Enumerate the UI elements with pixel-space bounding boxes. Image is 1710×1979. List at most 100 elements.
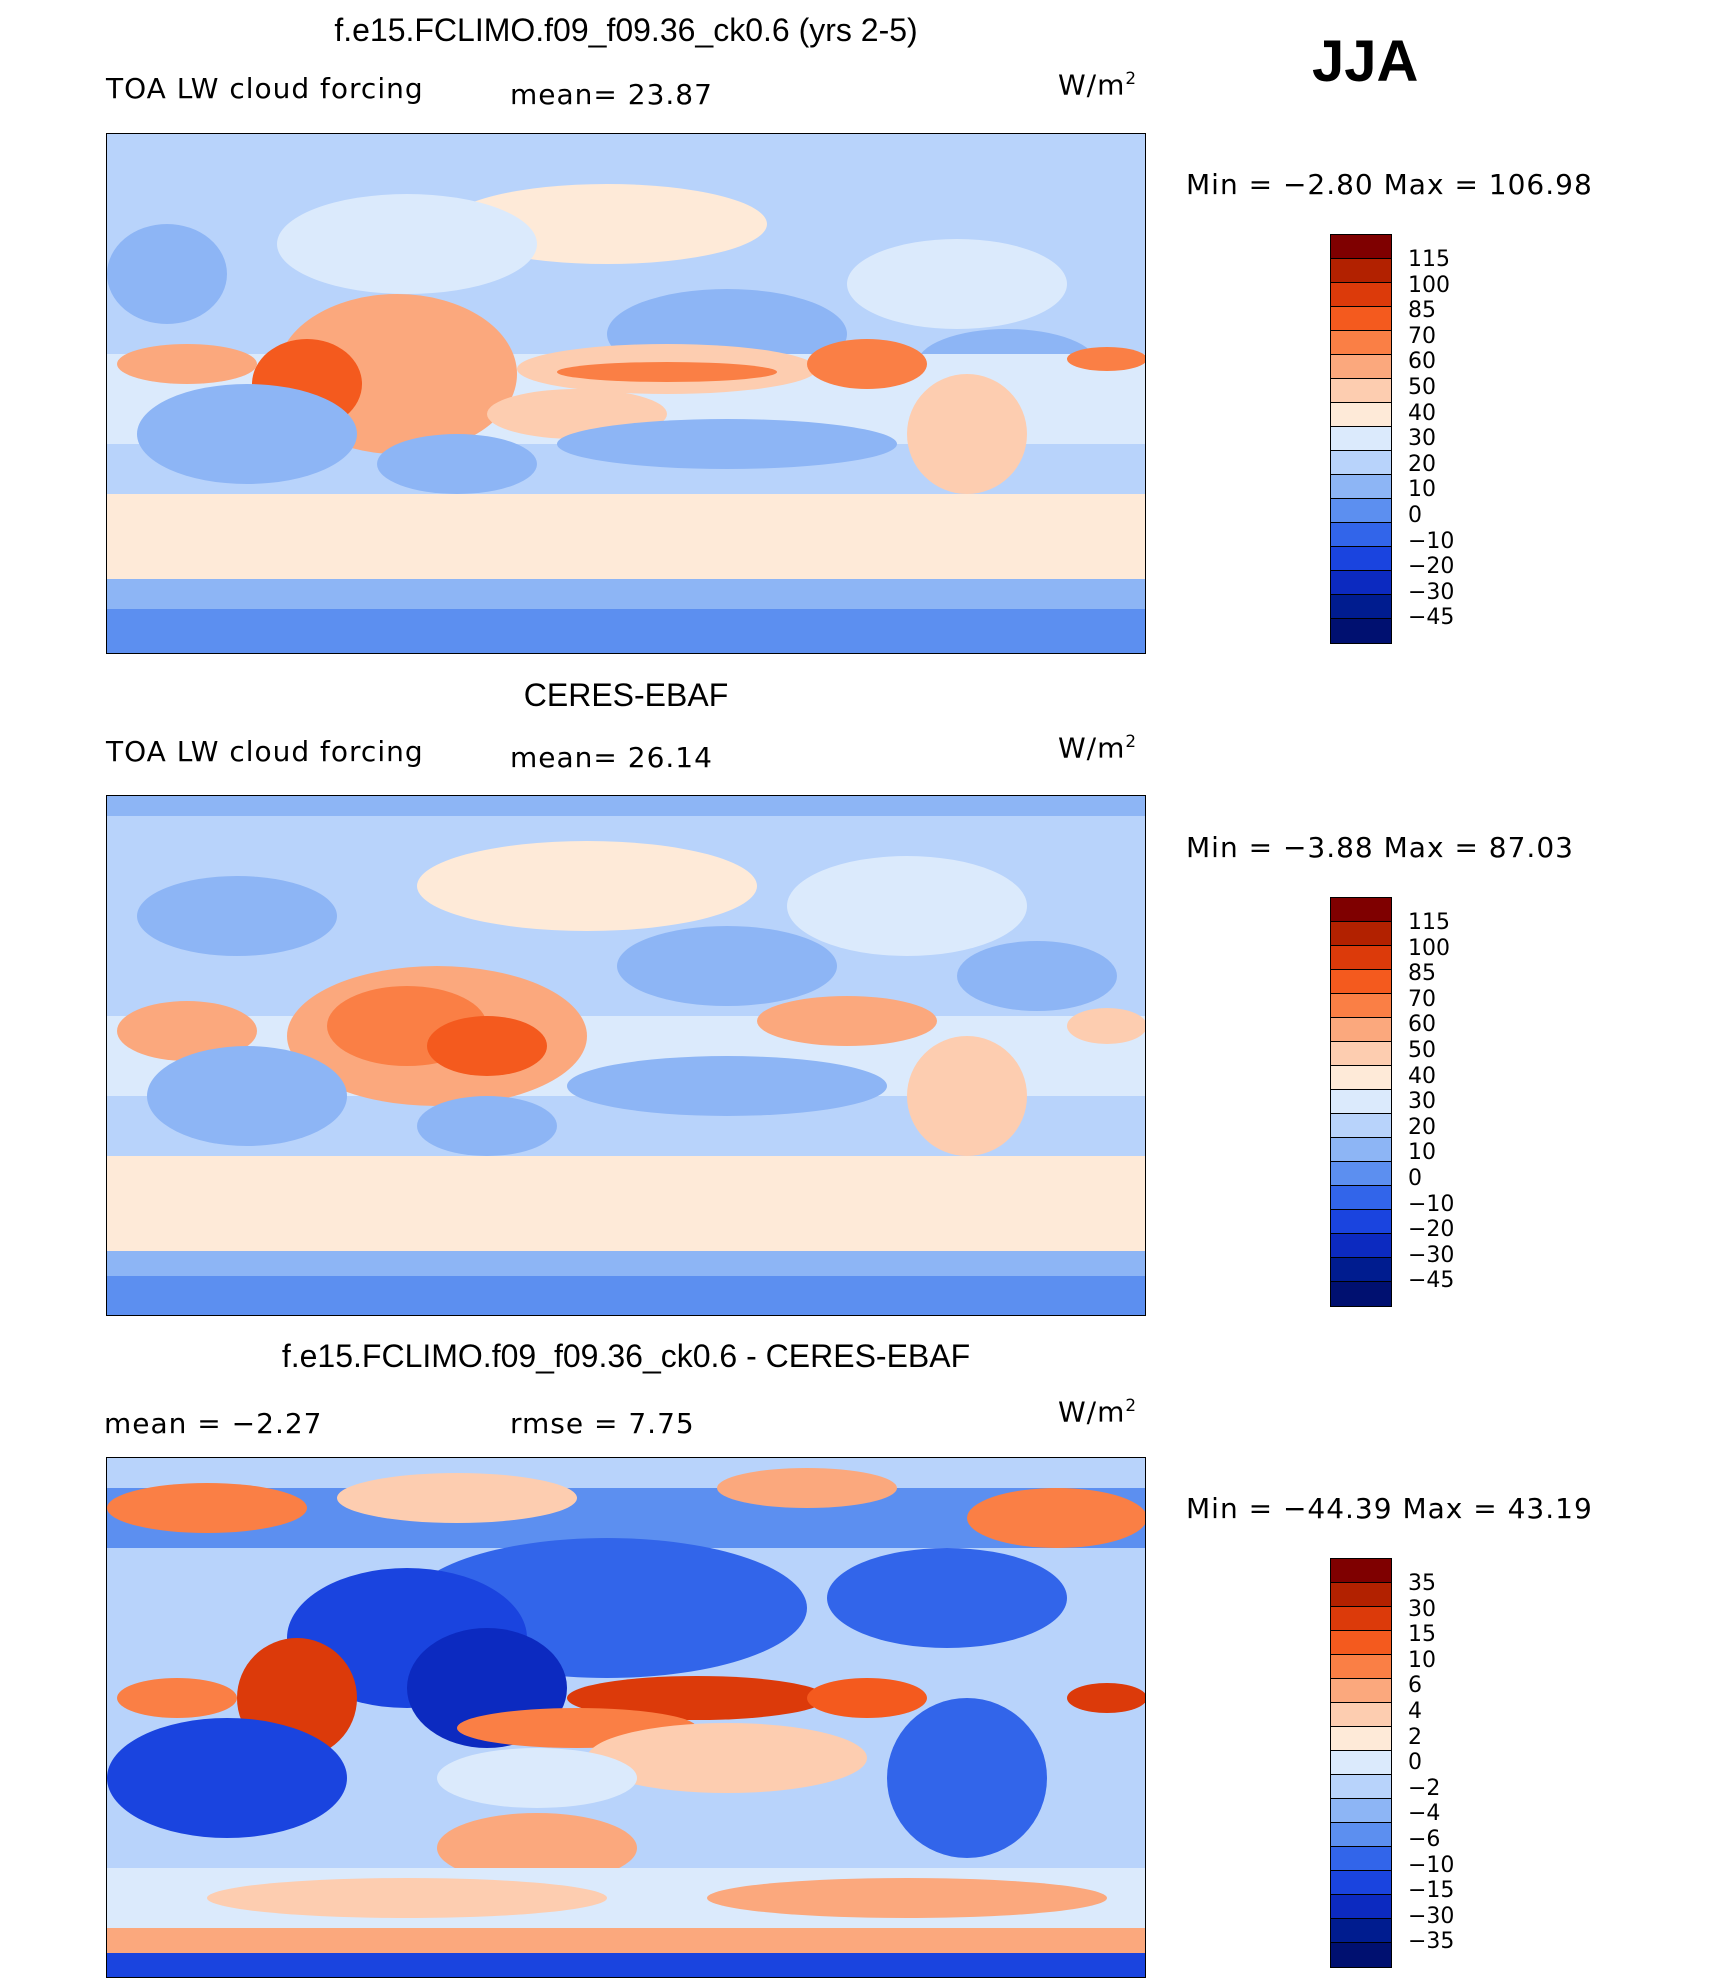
panel-1-minmax-text: Min = −2.80 Max = 106.98 xyxy=(1186,168,1593,201)
colorbar-swatch xyxy=(1331,475,1391,499)
colorbar-swatch xyxy=(1331,523,1391,547)
colorbar-swatch xyxy=(1331,403,1391,427)
colorbar-tick-label: −4 xyxy=(1408,1801,1441,1827)
colorbar-tick-label: 10 xyxy=(1408,1140,1436,1166)
colorbar-tick-label: 85 xyxy=(1408,298,1436,324)
panel-1-colorbar-ticks: 115 100 85 70 60 50 40 30 20 10 0 −10 −20 −30 −45 xyxy=(1408,247,1454,631)
colorbar-swatch xyxy=(1331,331,1391,355)
colorbar-swatch xyxy=(1331,451,1391,475)
panel-3-mean-label: mean = −2.27 xyxy=(104,1407,323,1440)
colorbar-tick-label: 20 xyxy=(1408,451,1436,477)
colorbar-swatch xyxy=(1331,283,1391,307)
colorbar-swatch xyxy=(1331,259,1391,283)
colorbar-swatch xyxy=(1331,946,1391,970)
colorbar-swatch xyxy=(1331,547,1391,571)
colorbar-tick-label: 35 xyxy=(1408,1571,1436,1596)
colorbar-swatch xyxy=(1331,1162,1391,1186)
panel-3-title: f.e15.FCLIMO.f09_f09.36_ck0.6 - CERES-EB… xyxy=(281,1338,971,1374)
colorbar-swatch xyxy=(1331,1042,1391,1066)
colorbar-swatch xyxy=(1331,994,1391,1018)
colorbar-swatch xyxy=(1331,1631,1391,1655)
colorbar-tick-label: 100 xyxy=(1408,935,1450,961)
colorbar-tick-label: 30 xyxy=(1408,1089,1436,1115)
colorbar-tick-label: 0 xyxy=(1408,1750,1422,1776)
panel-2-minmax-text: Min = −3.88 Max = 87.03 xyxy=(1186,831,1574,864)
colorbar-swatch xyxy=(1331,1703,1391,1727)
panel-2-colorbar xyxy=(1330,897,1392,1307)
panel-1-colorbar xyxy=(1330,234,1392,644)
colorbar-swatch xyxy=(1331,427,1391,451)
colorbar-tick-label: −2 xyxy=(1408,1775,1441,1801)
panel-1-variable-label: TOA LW cloud forcing xyxy=(106,72,424,105)
panel-1-map xyxy=(106,133,1146,654)
colorbar-tick-label: 15 xyxy=(1408,1622,1436,1648)
colorbar-swatch xyxy=(1331,1823,1391,1847)
colorbar-tick-label: −45 xyxy=(1408,1268,1455,1294)
colorbar-tick-label: 50 xyxy=(1408,1037,1436,1063)
panel-2-colorbar-ticks: 115 100 85 70 60 50 40 30 20 10 0 −10 −20 −30 −45 xyxy=(1408,910,1454,1294)
colorbar-swatch xyxy=(1331,898,1391,922)
colorbar-swatch xyxy=(1331,1607,1391,1631)
colorbar-tick-label: 6 xyxy=(1408,1673,1422,1699)
colorbar-swatch xyxy=(1331,355,1391,379)
colorbar-swatch xyxy=(1331,1090,1391,1114)
colorbar-tick-label: 30 xyxy=(1408,426,1436,452)
panel-3-minmax: Min = −44.39 Max = 43.19 xyxy=(1186,1492,1593,1525)
colorbar-tick-label: −6 xyxy=(1408,1826,1441,1852)
colorbar-swatch xyxy=(1331,970,1391,994)
colorbar-tick-label: 0 xyxy=(1408,1165,1422,1191)
colorbar-swatch xyxy=(1331,1258,1391,1282)
colorbar-tick-label: −15 xyxy=(1408,1878,1455,1904)
colorbar-tick-label: −30 xyxy=(1408,1903,1455,1929)
colorbar-tick-label: 40 xyxy=(1408,1063,1436,1089)
colorbar-tick-label: −10 xyxy=(1408,528,1455,554)
colorbar-swatch xyxy=(1331,1066,1391,1090)
panel-2-title: CERES-EBAF xyxy=(523,677,729,713)
colorbar-swatch xyxy=(1331,1138,1391,1162)
colorbar-swatch xyxy=(1331,1559,1391,1583)
season-label: JJA xyxy=(1312,29,1419,94)
colorbar-swatch xyxy=(1331,235,1391,259)
colorbar-swatch xyxy=(1331,1583,1391,1607)
panel-1-mean-label: mean= 23.87 xyxy=(510,78,713,111)
panel-3-minmax-text: Min = −44.39 Max = 43.19 xyxy=(1186,1492,1593,1525)
colorbar-swatch xyxy=(1331,1775,1391,1799)
colorbar-swatch xyxy=(1331,1114,1391,1138)
colorbar-tick-label: −20 xyxy=(1408,554,1455,580)
colorbar-tick-label: 70 xyxy=(1408,323,1436,349)
colorbar-swatch xyxy=(1331,1919,1391,1943)
panel-3-rmse-label: rmse = 7.75 xyxy=(510,1407,695,1440)
colorbar-swatch xyxy=(1331,1655,1391,1679)
colorbar-swatch xyxy=(1331,922,1391,946)
colorbar-tick-label: 20 xyxy=(1408,1114,1436,1140)
colorbar-swatch xyxy=(1331,1943,1391,1967)
colorbar-tick-label: −35 xyxy=(1408,1929,1455,1955)
colorbar-tick-label: 60 xyxy=(1408,349,1436,375)
colorbar-tick-label: 115 xyxy=(1408,910,1450,935)
colorbar-tick-label: −20 xyxy=(1408,1217,1455,1243)
panel-3-units: W/m2 xyxy=(1058,1395,1138,1429)
colorbar-swatch xyxy=(1331,1282,1391,1306)
colorbar-swatch xyxy=(1331,1799,1391,1823)
colorbar-swatch xyxy=(1331,1727,1391,1751)
panel-3-colorbar xyxy=(1330,1558,1392,1968)
panel-3-colorbar-ticks: 35 30 15 10 6 4 2 0 −2 −4 −6 −10 −15 −30 −35 xyxy=(1408,1571,1454,1955)
colorbar-swatch xyxy=(1331,1679,1391,1703)
colorbar-tick-label: 10 xyxy=(1408,1647,1436,1673)
panel-2-minmax: Min = −3.88 Max = 87.03 xyxy=(1186,831,1574,864)
colorbar-swatch xyxy=(1331,1751,1391,1775)
colorbar-swatch xyxy=(1331,499,1391,523)
panel-3-map xyxy=(106,1457,1146,1978)
colorbar-swatch xyxy=(1331,379,1391,403)
colorbar-tick-label: −10 xyxy=(1408,1191,1455,1217)
colorbar-tick-label: 60 xyxy=(1408,1012,1436,1038)
panel-2-map xyxy=(106,795,1146,1316)
colorbar-tick-label: 40 xyxy=(1408,400,1436,426)
panel-1-minmax: Min = −2.80 Max = 106.98 xyxy=(1186,168,1593,201)
colorbar-tick-label: 4 xyxy=(1408,1698,1422,1724)
colorbar-swatch xyxy=(1331,1018,1391,1042)
colorbar-tick-label: 50 xyxy=(1408,374,1436,400)
colorbar-tick-label: 115 xyxy=(1408,247,1450,272)
colorbar-swatch xyxy=(1331,619,1391,643)
colorbar-tick-label: 85 xyxy=(1408,961,1436,987)
